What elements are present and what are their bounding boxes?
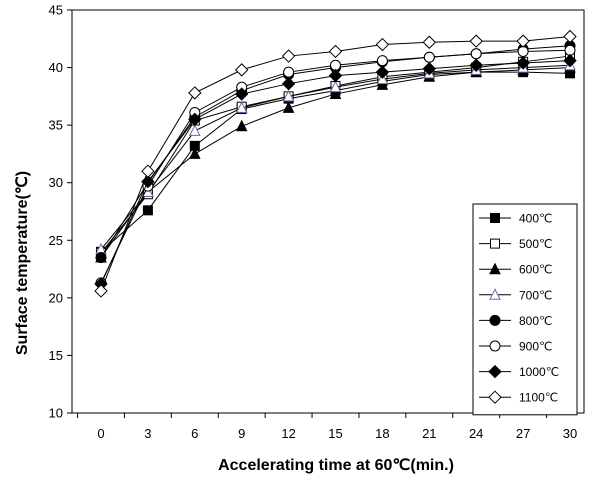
legend-label: 600℃ bbox=[519, 263, 553, 277]
data-point bbox=[375, 37, 390, 52]
y-tick-label: 10 bbox=[49, 406, 63, 421]
data-point bbox=[281, 49, 296, 63]
data-point bbox=[234, 63, 249, 77]
data-point bbox=[563, 29, 577, 44]
legend-item: 400℃ bbox=[479, 212, 553, 226]
data-point bbox=[235, 101, 248, 113]
data-point bbox=[423, 51, 435, 63]
x-tick-label: 12 bbox=[281, 426, 295, 441]
data-point bbox=[283, 66, 295, 78]
data-point bbox=[375, 65, 390, 79]
data-point bbox=[329, 80, 342, 93]
y-axis-title: Surface temperature(℃) bbox=[14, 171, 31, 355]
y-tick-label: 15 bbox=[49, 348, 63, 363]
data-point bbox=[469, 34, 483, 48]
legend-marker bbox=[488, 390, 502, 404]
series-8 bbox=[94, 29, 577, 298]
x-tick-label: 0 bbox=[97, 426, 104, 441]
data-point bbox=[329, 87, 342, 100]
data-point bbox=[517, 45, 529, 57]
data-point bbox=[234, 87, 249, 101]
data-point bbox=[422, 35, 437, 49]
series-7 bbox=[94, 53, 577, 291]
legend-item: 800℃ bbox=[479, 314, 553, 328]
legend-marker bbox=[490, 238, 500, 249]
legend-box bbox=[472, 203, 578, 416]
legend-item: 1000℃ bbox=[479, 364, 559, 379]
legend-marker bbox=[489, 262, 501, 275]
data-point bbox=[376, 55, 388, 67]
y-tick-label: 40 bbox=[49, 60, 63, 75]
legend-item: 600℃ bbox=[479, 262, 553, 277]
data-point bbox=[330, 59, 341, 71]
data-point bbox=[422, 62, 437, 76]
data-point bbox=[516, 56, 530, 70]
legend-marker bbox=[489, 288, 501, 300]
y-tick-label: 35 bbox=[49, 118, 63, 133]
x-tick-label: 15 bbox=[328, 426, 342, 441]
data-point bbox=[516, 34, 530, 48]
legend-item: 900℃ bbox=[479, 340, 553, 354]
x-tick-label: 27 bbox=[516, 426, 530, 441]
data-point bbox=[94, 284, 108, 298]
plot-frame bbox=[71, 9, 585, 414]
legend-label: 500℃ bbox=[519, 237, 553, 251]
x-tick-label: 24 bbox=[469, 426, 483, 441]
x-tick-label: 21 bbox=[422, 426, 436, 441]
x-tick-label: 30 bbox=[563, 426, 577, 441]
data-point bbox=[563, 53, 577, 68]
legend-marker bbox=[489, 314, 501, 326]
data-point bbox=[142, 205, 153, 216]
data-point bbox=[188, 112, 202, 127]
x-tick-label: 9 bbox=[238, 426, 245, 441]
y-tick-label: 25 bbox=[49, 233, 63, 248]
data-point bbox=[188, 124, 201, 136]
data-point bbox=[282, 89, 295, 102]
legend-label: 1100℃ bbox=[519, 391, 558, 405]
legend-marker bbox=[490, 213, 500, 223]
legend-label: 800℃ bbox=[519, 314, 553, 328]
data-point bbox=[141, 164, 155, 178]
plot-area-border bbox=[71, 9, 585, 414]
x-tick-label: 6 bbox=[191, 426, 198, 441]
legend-label: 700℃ bbox=[519, 288, 553, 302]
y-tick-label: 45 bbox=[49, 3, 63, 18]
data-point bbox=[376, 78, 389, 90]
legend-item: 1100℃ bbox=[479, 390, 558, 405]
x-tick-label: 3 bbox=[144, 426, 151, 441]
legend-item: 700℃ bbox=[479, 288, 553, 302]
legend: 400℃ 500℃ 600℃ 700℃ 800℃ 900℃ 1000℃ 1100℃ bbox=[472, 203, 578, 416]
series-layer bbox=[94, 29, 577, 298]
y-tick-label: 30 bbox=[49, 175, 63, 190]
y-axis: 10 15 20 25 30 35 40 45 bbox=[49, 3, 72, 421]
x-axis: 0 3 6 9 12 15 18 21 24 27 30 bbox=[77, 413, 577, 441]
data-point bbox=[281, 76, 296, 91]
data-point bbox=[235, 119, 248, 132]
legend-item: 500℃ bbox=[479, 237, 553, 251]
data-point bbox=[282, 101, 295, 113]
legend-marker bbox=[488, 364, 502, 379]
data-point bbox=[469, 58, 483, 72]
legend-marker bbox=[489, 340, 501, 352]
y-tick-label: 20 bbox=[49, 290, 63, 305]
legend-label: 900℃ bbox=[519, 340, 553, 354]
data-point bbox=[328, 44, 343, 59]
data-point bbox=[188, 147, 201, 159]
data-point bbox=[95, 252, 107, 264]
legend-label: 1000℃ bbox=[519, 365, 559, 379]
data-point bbox=[188, 86, 202, 100]
data-point bbox=[470, 48, 482, 60]
x-axis-title: Accelerating time at 60℃(min.) bbox=[218, 457, 454, 474]
data-point bbox=[328, 68, 343, 83]
x-tick-label: 18 bbox=[375, 426, 389, 441]
legend-label: 400℃ bbox=[519, 212, 553, 226]
data-point bbox=[564, 44, 576, 56]
